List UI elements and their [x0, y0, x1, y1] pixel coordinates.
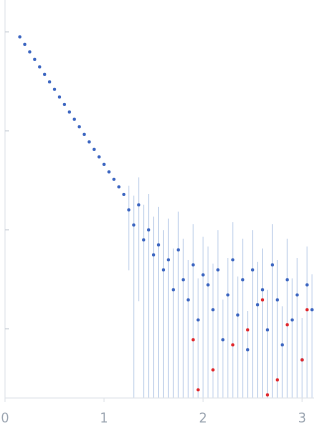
point — [28, 50, 32, 54]
point — [142, 238, 146, 242]
point — [305, 283, 309, 287]
point — [137, 203, 141, 207]
point — [117, 185, 121, 189]
point — [82, 132, 86, 136]
point — [102, 162, 106, 166]
point — [77, 125, 81, 129]
point — [196, 318, 200, 322]
point — [147, 228, 151, 232]
point — [127, 208, 131, 212]
point — [72, 117, 76, 121]
point — [241, 278, 245, 282]
point — [246, 328, 250, 332]
point — [38, 65, 42, 69]
error-bars — [19, 35, 313, 398]
point — [226, 293, 230, 297]
point — [201, 273, 205, 277]
point — [171, 288, 175, 292]
point — [67, 110, 71, 114]
point — [310, 308, 314, 312]
point — [33, 57, 37, 61]
point — [57, 95, 62, 99]
point — [191, 263, 195, 267]
point — [87, 140, 91, 144]
point — [280, 343, 284, 347]
point — [23, 42, 27, 46]
point — [181, 278, 185, 282]
point — [191, 338, 195, 342]
point — [122, 192, 126, 197]
point — [176, 248, 180, 252]
point — [285, 278, 289, 282]
point — [62, 102, 67, 107]
point — [265, 393, 270, 397]
x-tick-label: 0 — [1, 412, 9, 427]
point — [260, 288, 265, 292]
x-tick-label: 3 — [298, 412, 306, 427]
point — [43, 72, 47, 76]
point — [132, 223, 136, 227]
point — [270, 263, 275, 267]
point — [211, 368, 215, 372]
point — [231, 258, 235, 262]
point — [231, 343, 235, 347]
point — [275, 378, 279, 382]
point — [211, 308, 215, 312]
point — [221, 338, 225, 342]
point — [18, 35, 22, 39]
point — [295, 293, 299, 297]
point — [186, 298, 190, 302]
point — [92, 147, 96, 151]
point — [285, 323, 289, 327]
point — [151, 253, 156, 257]
point — [166, 258, 171, 262]
point — [300, 358, 304, 362]
point — [47, 80, 52, 84]
point — [275, 298, 279, 302]
point — [265, 328, 270, 332]
point — [156, 243, 161, 247]
x-tick-label: 2 — [199, 412, 207, 427]
point — [255, 303, 260, 307]
point — [161, 268, 166, 272]
point — [52, 87, 57, 91]
x-tick-label: 1 — [100, 412, 108, 427]
point — [112, 177, 116, 181]
point — [305, 308, 309, 312]
point — [236, 313, 240, 317]
point — [107, 170, 111, 174]
point — [260, 298, 265, 302]
point — [206, 283, 210, 287]
point — [290, 318, 294, 322]
point — [246, 348, 250, 352]
point — [97, 155, 101, 159]
point — [216, 268, 220, 272]
point — [196, 388, 200, 392]
point — [250, 268, 255, 272]
points — [18, 35, 314, 397]
